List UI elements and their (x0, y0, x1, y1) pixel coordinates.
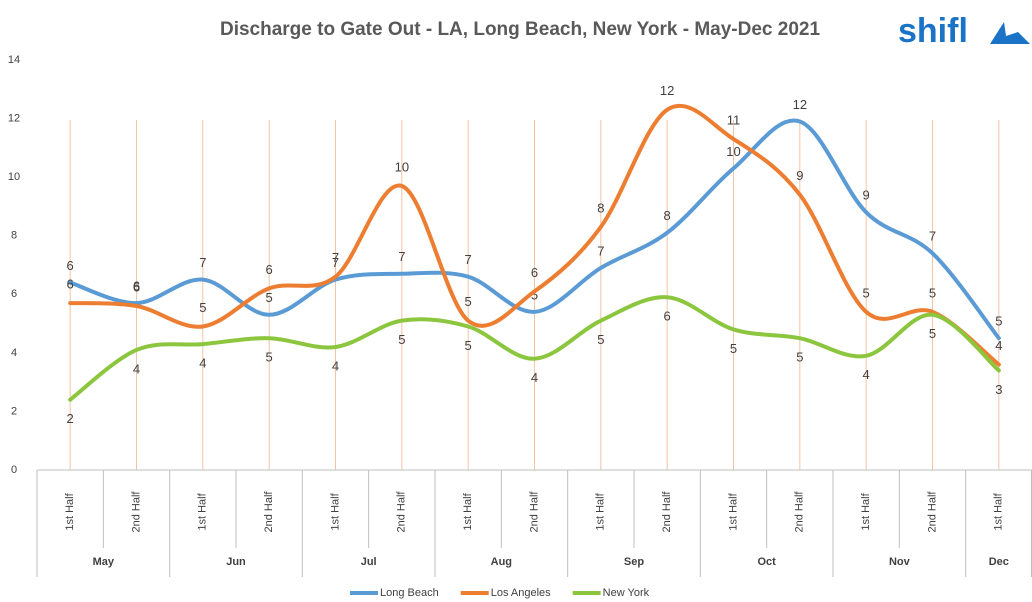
data-label: 4 (863, 367, 870, 382)
data-label: 7 (597, 243, 604, 258)
data-label: 7 (398, 249, 405, 264)
y-tick-label: 8 (11, 230, 17, 242)
x-tick-label: 1st Half (595, 492, 607, 530)
data-label: 6 (67, 277, 74, 292)
y-tick-label: 2 (11, 405, 17, 417)
x-tick-label: 2nd Half (130, 491, 142, 533)
legend-label: Long Beach (380, 587, 439, 599)
data-label: 2 (67, 411, 74, 426)
data-label: 6 (531, 265, 538, 280)
y-tick-label: 6 (11, 288, 17, 300)
x-tick-label: 2nd Half (926, 491, 938, 533)
y-tick-label: 0 (11, 464, 17, 476)
data-label: 5 (465, 338, 472, 353)
data-label: 9 (863, 188, 870, 203)
group-label: Jul (361, 556, 377, 568)
data-label: 5 (398, 332, 405, 347)
data-label: 6 (266, 262, 273, 277)
data-label: 8 (597, 200, 604, 215)
x-tick-label: 2nd Half (263, 491, 275, 533)
data-label: 5 (995, 314, 1002, 329)
data-label: 7 (332, 255, 339, 270)
x-tick-label: 2nd Half (396, 491, 408, 533)
data-label: 4 (531, 370, 538, 385)
x-tick-label: 2nd Half (528, 491, 540, 533)
x-tick-label: 1st Half (329, 492, 341, 530)
y-tick-label: 14 (8, 54, 20, 66)
group-label: Nov (889, 556, 911, 568)
group-label: Sep (624, 556, 644, 568)
data-label: 5 (465, 294, 472, 309)
x-tick-label: 1st Half (860, 492, 872, 530)
data-label: 4 (995, 338, 1002, 353)
logo-text: shifl (898, 12, 968, 50)
data-label: 4 (332, 358, 339, 373)
data-label: 5 (531, 287, 538, 302)
group-label: Oct (757, 556, 776, 568)
x-tick-label: 1st Half (197, 492, 209, 530)
y-tick-label: 10 (8, 171, 20, 183)
data-label: 5 (730, 341, 737, 356)
chart-title: Discharge to Gate Out - LA, Long Beach, … (220, 19, 820, 40)
y-tick-label: 4 (11, 347, 17, 359)
group-label: Jun (226, 556, 246, 568)
data-label: 10 (726, 144, 740, 159)
series-line (68, 103, 1001, 367)
data-label: 4 (199, 356, 206, 371)
x-tick-label: 2nd Half (794, 491, 806, 533)
data-label: 7 (929, 229, 936, 244)
data-label: 12 (793, 97, 807, 112)
logo-icon (990, 22, 1030, 44)
data-label: 5 (929, 326, 936, 341)
data-label: 8 (664, 208, 671, 223)
data-label: 5 (863, 285, 870, 300)
data-label: 5 (266, 290, 273, 305)
data-label: 6 (133, 279, 140, 294)
data-label: 12 (660, 83, 674, 98)
legend-label: New York (603, 587, 650, 599)
data-label: 5 (796, 350, 803, 365)
data-label: 9 (796, 168, 803, 183)
data-label: 7 (332, 250, 339, 265)
data-label: 7 (465, 252, 472, 267)
data-label: 6 (67, 258, 74, 273)
data-label: 5 (929, 285, 936, 300)
series-line (68, 118, 1001, 341)
data-label: 7 (199, 255, 206, 270)
data-label: 6 (664, 309, 671, 324)
x-tick-label: 1st Half (727, 492, 739, 530)
x-tick-label: 1st Half (462, 492, 474, 530)
group-label: Dec (989, 556, 1009, 568)
data-label: 6 (133, 279, 140, 294)
data-label: 4 (133, 361, 140, 376)
group-label: May (93, 556, 115, 568)
x-tick-label: 2nd Half (661, 491, 673, 533)
series-line (68, 295, 1001, 402)
y-tick-label: 12 (8, 112, 20, 124)
data-label: 11 (727, 113, 741, 128)
x-tick-label: 1st Half (64, 492, 76, 530)
group-label: Aug (491, 556, 512, 568)
data-label: 10 (395, 159, 409, 174)
legend-label: Los Angeles (491, 587, 551, 599)
data-label: 5 (199, 300, 206, 315)
x-tick-label: 1st Half (993, 492, 1005, 530)
data-label: 3 (995, 382, 1002, 397)
data-label: 5 (266, 350, 273, 365)
data-label: 5 (597, 332, 604, 347)
